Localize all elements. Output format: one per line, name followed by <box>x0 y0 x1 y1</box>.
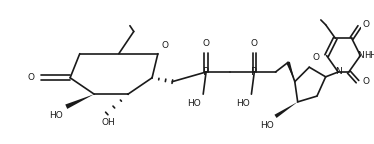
Text: O: O <box>203 39 209 48</box>
Text: O: O <box>251 39 258 48</box>
Text: H: H <box>364 51 371 60</box>
Polygon shape <box>65 94 94 109</box>
Text: O: O <box>362 20 369 29</box>
Text: H: H <box>369 51 374 60</box>
Polygon shape <box>286 62 295 82</box>
Text: O: O <box>162 41 169 50</box>
Text: HO: HO <box>260 121 274 130</box>
Text: OH: OH <box>102 118 116 127</box>
Text: P: P <box>251 67 257 77</box>
Text: P: P <box>203 67 209 77</box>
Text: O: O <box>362 77 369 86</box>
Text: HO: HO <box>50 111 63 120</box>
Polygon shape <box>275 102 298 118</box>
Text: N: N <box>335 68 341 76</box>
Text: O: O <box>312 53 319 62</box>
Text: O: O <box>27 73 34 82</box>
Text: HO: HO <box>236 99 249 108</box>
Text: N: N <box>357 51 364 60</box>
Text: HO: HO <box>187 99 201 108</box>
